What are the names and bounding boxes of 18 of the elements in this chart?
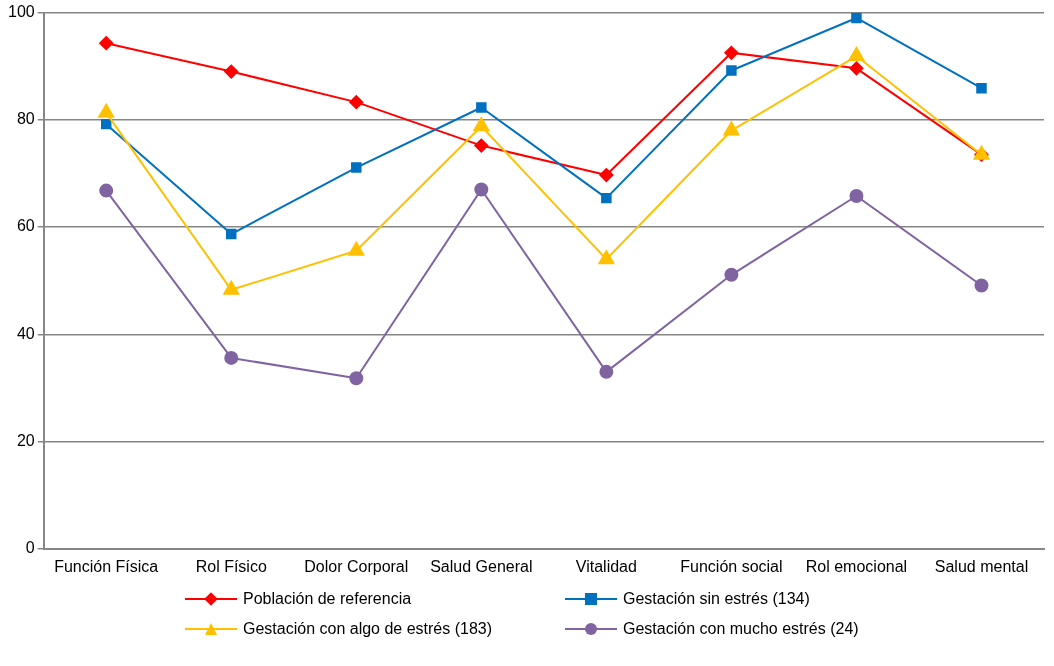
y-tick-label: 20 bbox=[16, 431, 35, 449]
legend-label: Gestación sin estrés (134) bbox=[623, 590, 810, 608]
x-tick-label: Función social bbox=[680, 557, 783, 575]
x-tick-label: Salud General bbox=[430, 557, 533, 575]
y-tick-label: 0 bbox=[25, 539, 35, 557]
legend-label: Gestación con algo de estrés (183) bbox=[243, 620, 493, 638]
x-tick-label: Rol emocional bbox=[805, 557, 908, 575]
y-tick-label: 80 bbox=[16, 110, 35, 128]
legend-label: Población de referencia bbox=[243, 590, 412, 608]
y-tick-label: 60 bbox=[16, 217, 35, 235]
x-tick-label: Función Física bbox=[54, 557, 159, 575]
x-tick-label: Salud mental bbox=[934, 557, 1029, 575]
y-tick-label: 40 bbox=[16, 324, 35, 342]
x-tick-label: Dolor Corporal bbox=[304, 557, 409, 575]
y-tick-label: 100 bbox=[7, 3, 35, 21]
x-tick-label: Rol Físico bbox=[195, 557, 267, 575]
x-tick-label: Vitalidad bbox=[575, 557, 637, 575]
legend-label: Gestación con mucho estrés (24) bbox=[623, 620, 859, 638]
